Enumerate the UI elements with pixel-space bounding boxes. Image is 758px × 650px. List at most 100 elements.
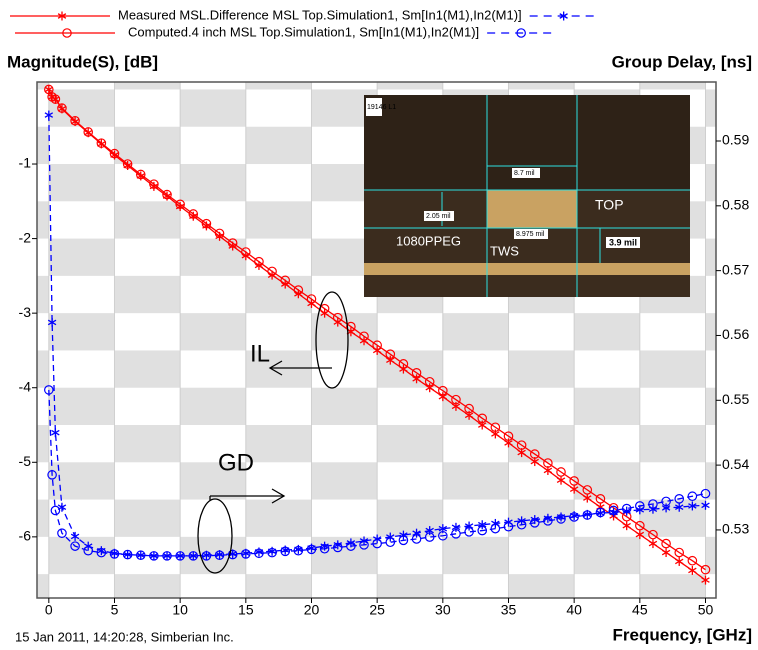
circle-marker	[201, 551, 212, 561]
circle-marker	[543, 458, 553, 468]
grid-cell	[705, 536, 716, 575]
inset-tag	[514, 229, 548, 239]
star-marker	[44, 110, 54, 120]
circle-marker	[385, 349, 396, 359]
grid-cell	[508, 350, 575, 388]
circle-marker	[648, 529, 658, 540]
circle-marker	[214, 550, 225, 561]
x-tick-label: 15	[238, 602, 254, 618]
inset-label: 1080PPEG	[396, 233, 461, 248]
grid-cell	[114, 350, 181, 388]
star-marker	[622, 506, 631, 516]
star-marker	[425, 526, 434, 536]
inset-plane	[364, 263, 690, 275]
circle-marker	[424, 532, 435, 542]
inset-label: 3.9 mil	[609, 237, 637, 247]
circle-marker	[135, 550, 146, 561]
circle-marker	[96, 138, 107, 148]
circle-marker	[293, 545, 304, 556]
circle-marker	[398, 535, 409, 546]
star-marker	[648, 539, 658, 549]
circle-marker	[188, 209, 199, 219]
circle-marker	[175, 551, 185, 561]
circle-marker	[411, 368, 422, 378]
star-marker	[44, 84, 54, 94]
circle-marker	[162, 189, 172, 200]
legend: Measured MSL.Difference MSL Top.Simulati…	[10, 7, 598, 39]
circle-marker	[595, 494, 606, 504]
grid-cell	[114, 275, 181, 314]
grid-cell	[114, 574, 181, 598]
grid-cell	[245, 275, 312, 314]
y2-tick-label: 0.57	[722, 261, 749, 277]
circle-marker	[70, 541, 80, 551]
star-marker	[622, 521, 631, 531]
grid-cell	[48, 238, 115, 276]
grid-cell	[48, 387, 115, 426]
star-marker	[438, 392, 448, 402]
x-tick-label: 45	[632, 602, 648, 618]
circle-marker	[162, 551, 172, 561]
grid-cell	[705, 462, 716, 500]
circle-marker	[62, 28, 72, 38]
grid-cell	[639, 425, 706, 463]
circle-marker	[687, 555, 698, 566]
grid-cell	[114, 126, 181, 165]
circle-marker	[543, 516, 553, 526]
x-tick-label: 0	[45, 602, 53, 618]
star-marker	[136, 550, 145, 560]
star-marker	[70, 531, 80, 541]
legend-label: Measured MSL.Difference MSL Top.Simulati…	[118, 7, 522, 22]
star-marker	[51, 428, 60, 438]
x-tick-label: 25	[369, 602, 385, 618]
grid-cell	[114, 425, 181, 463]
inset-tag	[512, 168, 540, 178]
grid-cell	[245, 574, 312, 598]
grid-cell	[245, 126, 312, 165]
grid-cell	[574, 313, 640, 351]
circle-marker	[214, 228, 225, 239]
circle-marker	[267, 547, 277, 558]
circle-marker	[50, 505, 61, 516]
grid-cell	[180, 164, 246, 202]
grid-cell	[442, 462, 509, 500]
star-marker	[688, 565, 697, 575]
x-tick-label: 40	[566, 602, 582, 618]
annotation: GD	[218, 449, 254, 476]
grid-cell	[705, 238, 716, 276]
circle-marker	[464, 527, 474, 537]
grid-cell	[114, 499, 181, 537]
circle-marker	[529, 449, 540, 459]
circle-marker	[135, 169, 146, 180]
circle-marker	[122, 549, 133, 560]
grid-cell	[705, 313, 716, 351]
grid-cell	[37, 126, 49, 165]
series-layer	[44, 84, 711, 585]
grid-cell	[574, 387, 640, 426]
plot-frame	[36, 81, 717, 599]
grid-cell	[245, 201, 312, 239]
star-marker	[412, 374, 421, 384]
circle-marker	[332, 542, 343, 553]
grid-cell	[37, 425, 49, 463]
y-tick-label: -2	[19, 229, 32, 245]
circle-marker	[44, 385, 54, 395]
circle-marker	[83, 127, 94, 137]
circle-marker	[438, 385, 448, 396]
inset-trace	[487, 190, 577, 228]
circle-marker	[188, 551, 199, 561]
grid-cell	[574, 536, 640, 575]
circle-marker	[674, 494, 685, 504]
circle-marker	[359, 331, 369, 342]
grid-cell	[114, 82, 181, 90]
x-axis-title: Frequency, [GHz]	[613, 625, 752, 644]
circle-marker	[674, 547, 685, 558]
circle-marker	[175, 199, 185, 210]
circle-marker	[306, 294, 317, 304]
star-marker	[412, 528, 421, 538]
circle-marker	[109, 148, 120, 159]
x-tick-label: 30	[435, 602, 451, 618]
circle-marker	[516, 519, 527, 530]
annotation: IL	[250, 340, 270, 367]
